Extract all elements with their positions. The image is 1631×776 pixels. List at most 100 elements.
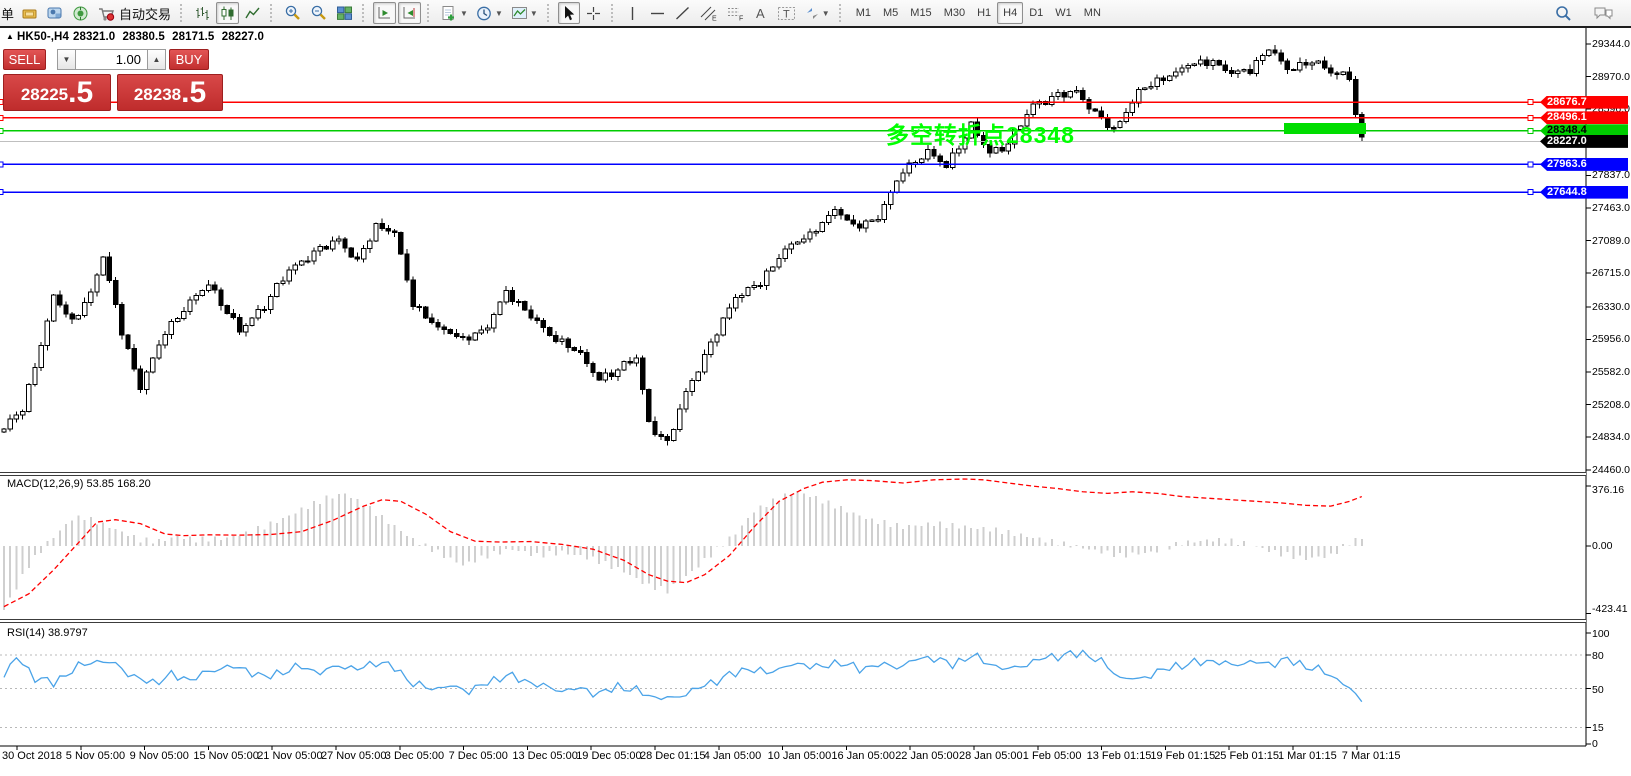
buy-button[interactable]: BUY — [169, 49, 209, 70]
chart-canvas[interactable] — [0, 28, 1631, 776]
candle-body — [174, 317, 181, 322]
volume-input[interactable] — [76, 49, 147, 70]
collapse-indicator-icon[interactable]: ▲ — [6, 32, 15, 41]
candle-body — [249, 317, 255, 326]
candle-body — [503, 289, 509, 303]
tile-windows-icon[interactable] — [333, 2, 356, 24]
candle-body — [608, 372, 615, 377]
new-order-label[interactable]: 单 — [1, 6, 15, 22]
trendline-icon[interactable] — [671, 2, 694, 24]
candle-body — [373, 222, 379, 242]
timeframe-button-m15[interactable]: M15 — [910, 7, 932, 19]
zoom-out-icon[interactable] — [307, 2, 331, 24]
hline-price-label: 28676.7 — [1540, 95, 1628, 109]
signals-icon[interactable] — [69, 2, 92, 24]
line-endpoint-handle[interactable] — [1527, 99, 1534, 106]
chart-info-line: ▲ HK50-,H4 28321.0 28380.5 28171.5 28227.0 — [6, 31, 264, 43]
market-watch-icon[interactable] — [43, 2, 67, 24]
templates-icon[interactable]: ▼ — [508, 2, 541, 24]
arrows-icon[interactable]: ▼ — [801, 2, 833, 24]
candle-body — [181, 311, 187, 319]
candle-body — [404, 253, 410, 281]
line-endpoint-handle[interactable] — [0, 127, 4, 134]
candle-body — [1197, 59, 1204, 65]
autotrading-button[interactable]: 自动交易 — [94, 2, 174, 24]
candle-body — [1, 428, 7, 433]
new-chart-icon[interactable]: ▼ — [438, 2, 471, 24]
line-endpoint-handle[interactable] — [0, 114, 4, 121]
timeframe-button-d1[interactable]: D1 — [1029, 7, 1044, 19]
auto-scroll-icon[interactable] — [373, 2, 397, 24]
crosshair-icon[interactable] — [582, 2, 605, 24]
cursor-icon[interactable] — [557, 2, 580, 24]
volume-increase-button[interactable]: ▲ — [147, 49, 166, 70]
candle-body — [1328, 67, 1334, 74]
chart-shift-icon[interactable] — [398, 2, 422, 24]
timeframe-button-w1[interactable]: W1 — [1055, 7, 1072, 19]
candle-body — [807, 231, 813, 240]
chat-icon[interactable] — [1590, 2, 1617, 24]
line-endpoint-handle[interactable] — [1527, 161, 1534, 168]
bar-chart-icon[interactable] — [191, 2, 214, 24]
timeframe-button-m1[interactable]: M1 — [855, 7, 871, 19]
vertical-line-icon[interactable] — [622, 2, 644, 24]
candle-body — [422, 306, 429, 319]
line-chart-icon[interactable] — [241, 2, 264, 24]
hline-price-label: 27963.6 — [1540, 157, 1628, 171]
line-endpoint-handle[interactable] — [1527, 127, 1534, 134]
candle-body — [497, 301, 503, 316]
candle-body — [193, 294, 199, 301]
time-tick-label: 30 Oct 2018 — [2, 750, 62, 762]
timeframe-button-m30[interactable]: M30 — [943, 7, 966, 19]
candle-body — [546, 327, 553, 337]
candle-body — [416, 305, 423, 309]
horizontal-line-icon[interactable] — [646, 2, 669, 24]
timeframe-button-m5[interactable]: M5 — [883, 7, 899, 19]
candle-body — [819, 222, 826, 233]
candle-body — [782, 248, 788, 260]
text-icon[interactable]: A — [750, 2, 772, 24]
zoom-in-icon[interactable] — [281, 2, 305, 24]
candle-body — [639, 357, 646, 391]
candle-body — [993, 146, 999, 154]
candle-body — [515, 300, 522, 304]
candle-body — [1321, 60, 1328, 69]
candle-body — [7, 418, 13, 430]
macd-label: MACD(12,26,9) 53.85 168.20 — [7, 478, 151, 490]
candle-body — [137, 368, 144, 391]
buy-price-button[interactable]: 28238.5 — [117, 74, 223, 111]
new-order-icon[interactable] — [18, 2, 41, 24]
candlestick-chart-icon[interactable] — [216, 2, 240, 24]
candle-body — [1005, 143, 1012, 152]
candle-body — [1142, 87, 1148, 91]
candle-body — [602, 372, 609, 381]
panel-separator[interactable] — [0, 472, 1586, 476]
equidistant-channel-icon[interactable]: E — [696, 2, 721, 24]
candle-body — [50, 294, 57, 322]
svg-text:T: T — [783, 8, 790, 20]
line-endpoint-handle[interactable] — [0, 189, 4, 196]
text-label-icon[interactable]: T — [774, 2, 799, 24]
search-icon[interactable] — [1551, 2, 1576, 24]
hline-price-label: 27644.8 — [1540, 185, 1628, 199]
candle-body — [1266, 49, 1272, 57]
timeframe-button-mn[interactable]: MN — [1083, 7, 1101, 19]
sell-button[interactable]: SELL — [3, 49, 46, 70]
hline-price-label: 28496.1 — [1540, 111, 1628, 125]
line-endpoint-handle[interactable] — [0, 161, 4, 168]
svg-text:F: F — [739, 15, 743, 22]
toolbar-grip — [180, 4, 186, 22]
time-tick-label: 1 Feb 05:00 — [1022, 750, 1082, 762]
candle-body — [119, 303, 125, 336]
line-endpoint-handle[interactable] — [1527, 189, 1534, 196]
periods-icon[interactable]: ▼ — [473, 2, 506, 24]
timeframe-button-h4[interactable]: H4 — [997, 2, 1024, 24]
timeframe-button-h1[interactable]: H1 — [977, 7, 992, 19]
autotrading-icon — [99, 7, 115, 21]
line-endpoint-handle[interactable] — [1527, 114, 1534, 121]
volume-decrease-button[interactable]: ▼ — [57, 49, 76, 70]
pivot-highlight-box — [1284, 123, 1366, 134]
fibonacci-icon[interactable]: F — [723, 2, 748, 24]
sell-price-button[interactable]: 28225.5 — [3, 74, 111, 111]
panel-separator[interactable] — [0, 619, 1586, 623]
